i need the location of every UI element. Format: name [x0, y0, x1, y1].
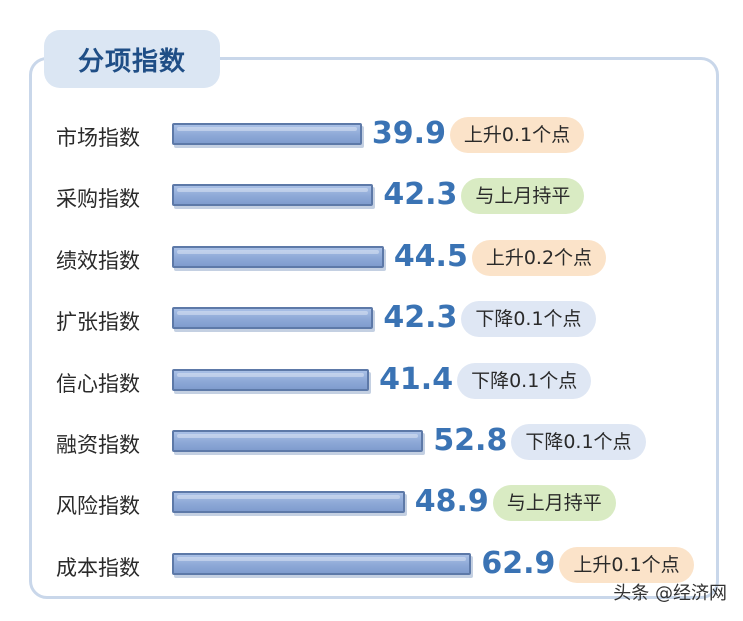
bar [172, 368, 370, 391]
change-badge: 下降0.1个点 [461, 301, 596, 338]
value-label: 52.8 [433, 423, 508, 458]
bar-row: 风险指数 48.9 与上月持平 [0, 478, 743, 528]
bar-row: 采购指数 42.3 与上月持平 [0, 171, 743, 221]
category-label: 风险指数 [56, 494, 140, 519]
change-badge: 与上月持平 [461, 178, 585, 215]
change-badge: 上升0.2个点 [471, 239, 607, 276]
bar [172, 491, 405, 514]
watermark: 头条 @经济网 [613, 583, 727, 604]
bar-row: 扩张指数 42.3 下降0.1个点 [0, 294, 743, 344]
category-label: 融资指数 [56, 433, 140, 457]
bar [172, 552, 472, 575]
change-badge: 上升0.1个点 [559, 546, 694, 583]
change-badge: 上升0.1个点 [449, 117, 585, 153]
bar [172, 307, 374, 330]
value-label: 48.9 [414, 484, 489, 520]
category-label: 成本指数 [56, 555, 140, 580]
category-label: 扩张指数 [56, 310, 140, 335]
bar-row: 成本指数 62.9 上升0.1个点 [0, 540, 743, 590]
value-label: 42.3 [383, 177, 458, 213]
bar [172, 245, 384, 268]
category-label: 市场指数 [56, 126, 140, 150]
value-label: 62.9 [481, 545, 556, 581]
value-label: 41.4 [379, 361, 454, 397]
change-badge: 与上月持平 [492, 485, 616, 522]
category-label: 信心指数 [56, 371, 140, 396]
bar-row: 绩效指数 44.5 上升0.2个点 [0, 233, 743, 283]
category-label: 绩效指数 [56, 248, 140, 273]
bar [172, 184, 374, 207]
change-badge: 下降0.1个点 [511, 424, 646, 460]
category-label: 采购指数 [56, 187, 140, 212]
value-label: 42.3 [383, 300, 458, 336]
bar-row: 市场指数 39.9 上升0.1个点 [0, 110, 743, 160]
change-badge: 下降0.1个点 [457, 362, 592, 399]
bar-row: 融资指数 52.8 下降0.1个点 [0, 417, 743, 467]
bar [172, 123, 362, 145]
bar [172, 430, 424, 452]
value-label: 39.9 [371, 116, 446, 151]
chart-title: 分项指数 [44, 30, 220, 88]
bar-row: 信心指数 41.4 下降0.1个点 [0, 356, 743, 406]
value-label: 44.5 [393, 238, 468, 274]
